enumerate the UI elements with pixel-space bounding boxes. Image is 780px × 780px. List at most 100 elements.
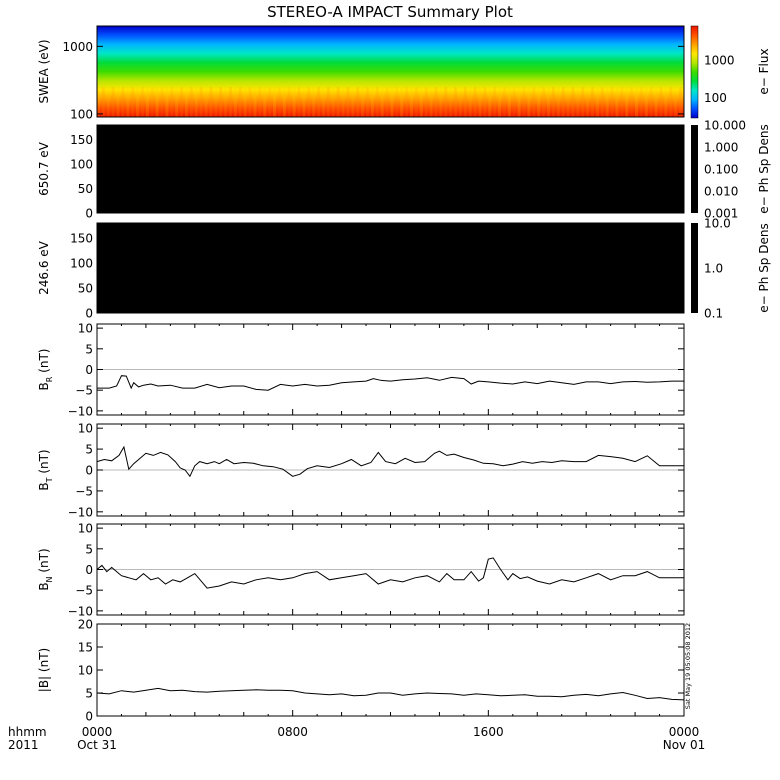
panel-bn: −10 −5 0 5 10 BN (nT) — [37, 522, 685, 618]
panel-bt: −10 −5 0 5 10 BT (nT) — [37, 422, 685, 519]
spectrogram-stripe — [263, 87, 267, 117]
spectrogram-stripe — [659, 87, 663, 117]
spectrogram-stripe — [674, 87, 678, 117]
colorbar-pad-650 — [691, 125, 698, 213]
colorbar-tick-label: 0.001 — [704, 207, 738, 221]
spectrogram-stripe — [395, 87, 399, 117]
y-tick-label: 10 — [78, 664, 93, 678]
spectrogram-stripe — [654, 87, 658, 117]
spectrogram-stripe — [537, 87, 541, 117]
time-tick-label: 0000 — [669, 725, 700, 739]
y-tick-label: 0 — [85, 363, 93, 377]
panel-pad-246: 0 50 100 150 246.6 eV 10.0 1.0 0.1 e− Ph Sp Dens — [37, 217, 771, 321]
colorbar-tick-label: 0.100 — [704, 163, 738, 177]
panel-frame — [96, 222, 685, 314]
spectrogram-stripe — [414, 87, 418, 117]
spectrogram-stripe — [483, 87, 487, 117]
spectrogram-stripe — [346, 87, 350, 117]
spectrogram-stripe — [365, 87, 369, 117]
spectrogram-stripe — [341, 87, 345, 117]
spectrogram-stripe — [184, 87, 188, 117]
spectrogram-stripe — [233, 87, 237, 117]
y-tick-label: 1000 — [62, 40, 93, 54]
spectrogram-stripe — [170, 87, 174, 117]
time-tick-date: Oct 31 — [77, 738, 117, 752]
spectrogram-stripe — [625, 87, 629, 117]
spectrogram-stripe — [679, 87, 683, 117]
spectrogram-stripe — [561, 87, 565, 117]
spectrogram-stripe — [321, 87, 325, 117]
spectrogram-stripe — [463, 87, 467, 117]
y-tick-label: 5 — [85, 687, 93, 701]
spectrogram-stripe — [253, 87, 257, 117]
spectrogram-stripe — [620, 87, 624, 117]
y-tick-label: 0 — [85, 207, 93, 221]
spectrogram-stripe — [317, 87, 321, 117]
spectrogram-stripe — [238, 87, 242, 117]
spectrogram-stripe — [302, 87, 306, 117]
timestamp-note: Sat May 19 05:05:08 2012 — [684, 623, 692, 709]
spectrogram-stripe — [493, 87, 497, 117]
spectrogram-stripe — [419, 87, 423, 117]
panel-bmag: 0 5 10 15 20 |B| (nT) — [37, 618, 685, 724]
spectrogram-stripe — [473, 87, 477, 117]
spectrogram-stripe — [189, 87, 193, 117]
y-tick-label: −10 — [68, 604, 93, 618]
spectrogram-stripe — [297, 87, 301, 117]
pad-image — [97, 125, 684, 213]
spectrogram-stripe — [458, 87, 462, 117]
spectrogram-stripe — [336, 87, 340, 117]
spectrogram-stripe — [150, 87, 154, 117]
spectrogram-stripe — [429, 87, 433, 117]
y-tick-label: 0 — [85, 563, 93, 577]
y-axis-label: BT (nT) — [37, 449, 54, 490]
spectrogram-stripe — [224, 87, 228, 117]
spectrogram-stripe — [600, 87, 604, 117]
spectrogram-stripe — [160, 87, 164, 117]
spectrogram-stripe — [507, 87, 511, 117]
colorbar-tick-label: 0.1 — [704, 307, 723, 321]
time-tick-label: 0000 — [82, 725, 113, 739]
spectrogram-stripe — [400, 87, 404, 117]
spectrogram-stripe — [268, 87, 272, 117]
y-tick-label: −5 — [75, 384, 93, 398]
spectrogram-stripe — [136, 87, 140, 117]
spectrogram-stripe — [478, 87, 482, 117]
spectrogram-stripe — [380, 87, 384, 117]
spectrogram-stripe — [248, 87, 252, 117]
spectrogram-stripe — [312, 87, 316, 117]
y-tick-label: 10 — [78, 322, 93, 336]
colorbar-pad-246 — [691, 223, 698, 313]
spectrogram-stripe — [121, 87, 125, 117]
spectrogram-stripe — [390, 87, 394, 117]
spectrogram-stripe — [273, 87, 277, 117]
time-tick-date: Nov 01 — [663, 738, 706, 752]
y-tick-label: 15 — [78, 641, 93, 655]
spectrogram-stripe — [439, 87, 443, 117]
y-tick-label: 0 — [85, 710, 93, 724]
spectrogram-stripe — [542, 87, 546, 117]
y-tick-label: 100 — [70, 107, 93, 121]
y-tick-label: 100 — [70, 158, 93, 172]
y-tick-label: 0 — [85, 307, 93, 321]
y-tick-label: 5 — [85, 443, 93, 457]
time-tick-label: 0800 — [277, 725, 308, 739]
spectrogram-stripe — [131, 87, 135, 117]
spectrogram-stripe — [214, 87, 218, 117]
panel-frame — [96, 623, 685, 717]
spectrogram-stripe — [644, 87, 648, 117]
y-tick-label: 50 — [78, 182, 93, 196]
spectrogram-stripe — [635, 87, 639, 117]
spectrogram-stripe — [517, 87, 521, 117]
spectrogram-stripe — [630, 87, 634, 117]
spectrogram-stripe — [591, 87, 595, 117]
y-tick-label: −5 — [75, 584, 93, 598]
series-line-bt — [96, 445, 684, 478]
y-axis-label: |B| (nT) — [37, 648, 51, 692]
spectrogram-stripe — [410, 87, 414, 117]
spectrogram-stripe — [610, 87, 614, 117]
spectrogram-stripe — [502, 87, 506, 117]
y-tick-label: 5 — [85, 542, 93, 556]
